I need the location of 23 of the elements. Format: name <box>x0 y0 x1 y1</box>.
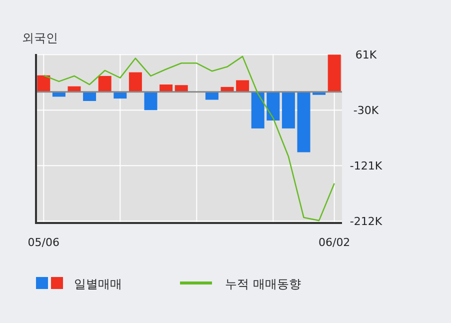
bar <box>144 92 158 110</box>
y-tick-label: 61K <box>355 48 378 62</box>
bar <box>128 72 142 92</box>
y-tick-label: -121K <box>350 160 383 173</box>
bar <box>98 76 112 92</box>
legend-label: 누적 매매동향 <box>225 277 301 291</box>
bar <box>37 75 50 92</box>
bar <box>297 92 310 152</box>
chart-title: 외국인 <box>22 31 58 45</box>
bar <box>83 92 96 101</box>
bar <box>205 92 218 100</box>
bar <box>251 92 264 128</box>
legend-label: 일별매매 <box>74 277 122 291</box>
bar <box>328 54 341 92</box>
x-tick-label: 06/02 <box>318 236 350 249</box>
legend-item: 누적 매매동향 <box>180 277 301 291</box>
bar <box>266 92 280 120</box>
y-tick-label: -212K <box>350 215 383 228</box>
bar <box>282 92 295 128</box>
bar <box>236 80 250 92</box>
legend-item: 일별매매 <box>36 277 122 291</box>
y-tick-label: -30K <box>353 104 380 118</box>
x-tick-label: 05/06 <box>28 236 60 249</box>
